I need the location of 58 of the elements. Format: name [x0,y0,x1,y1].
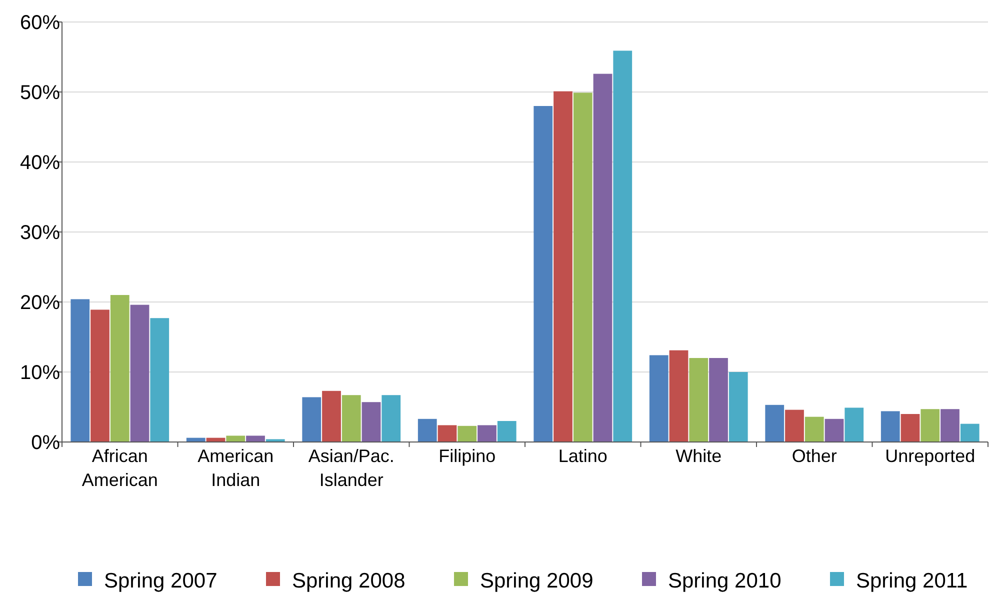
bar [689,358,708,442]
bar [880,411,900,442]
y-tick-label: 60% [20,12,60,34]
bar [960,424,980,442]
x-tick-label: American Indian [198,446,274,490]
bar [266,439,285,442]
x-tick-label: Other [792,446,837,466]
bar [669,350,688,442]
bar [478,425,496,442]
bar [497,421,516,442]
bar [302,397,322,442]
x-tick-label: African American [82,446,158,490]
bar [458,426,477,442]
bar [418,418,437,442]
bar [709,358,728,442]
bar [90,310,110,442]
bar [900,414,920,442]
bar [613,50,632,442]
bar [322,390,341,442]
x-tick-label: Filipino [438,446,496,466]
y-tick-label: 10% [20,362,60,384]
bar [342,395,361,442]
bar [246,436,265,442]
bar [438,425,457,442]
x-tick-label: Asian/Pac. Islander [308,446,394,490]
x-tick-label: Latino [558,446,608,466]
bar [362,402,381,442]
y-tick-label: 0% [31,432,60,454]
bar [940,409,960,442]
legend-label: Spring 2011 [856,569,968,592]
bar [844,408,864,442]
x-tick-label: White [676,446,722,466]
legend-label: Spring 2009 [480,569,594,592]
bar [649,355,668,442]
bar [70,299,90,442]
bar [593,74,612,442]
bar [554,91,572,442]
bar [765,404,784,442]
y-tick-label: 20% [20,292,60,314]
y-tick-label: 30% [20,222,60,244]
y-tick-label: 40% [20,152,60,174]
bar [110,295,130,442]
legend-label: Spring 2010 [668,569,782,592]
bar [920,409,940,442]
bar [804,416,824,442]
bar [728,372,748,442]
bar [382,395,401,442]
legend-label: Spring 2007 [104,569,218,592]
bar [573,92,592,442]
bar [534,106,553,442]
y-tick-label: 50% [20,82,60,104]
bar [785,410,804,442]
legend-label: Spring 2008 [292,569,406,592]
bar [130,304,150,442]
bar [824,418,844,442]
bar [150,318,170,442]
bar [226,436,246,442]
x-tick-label: Unreported [885,446,976,466]
